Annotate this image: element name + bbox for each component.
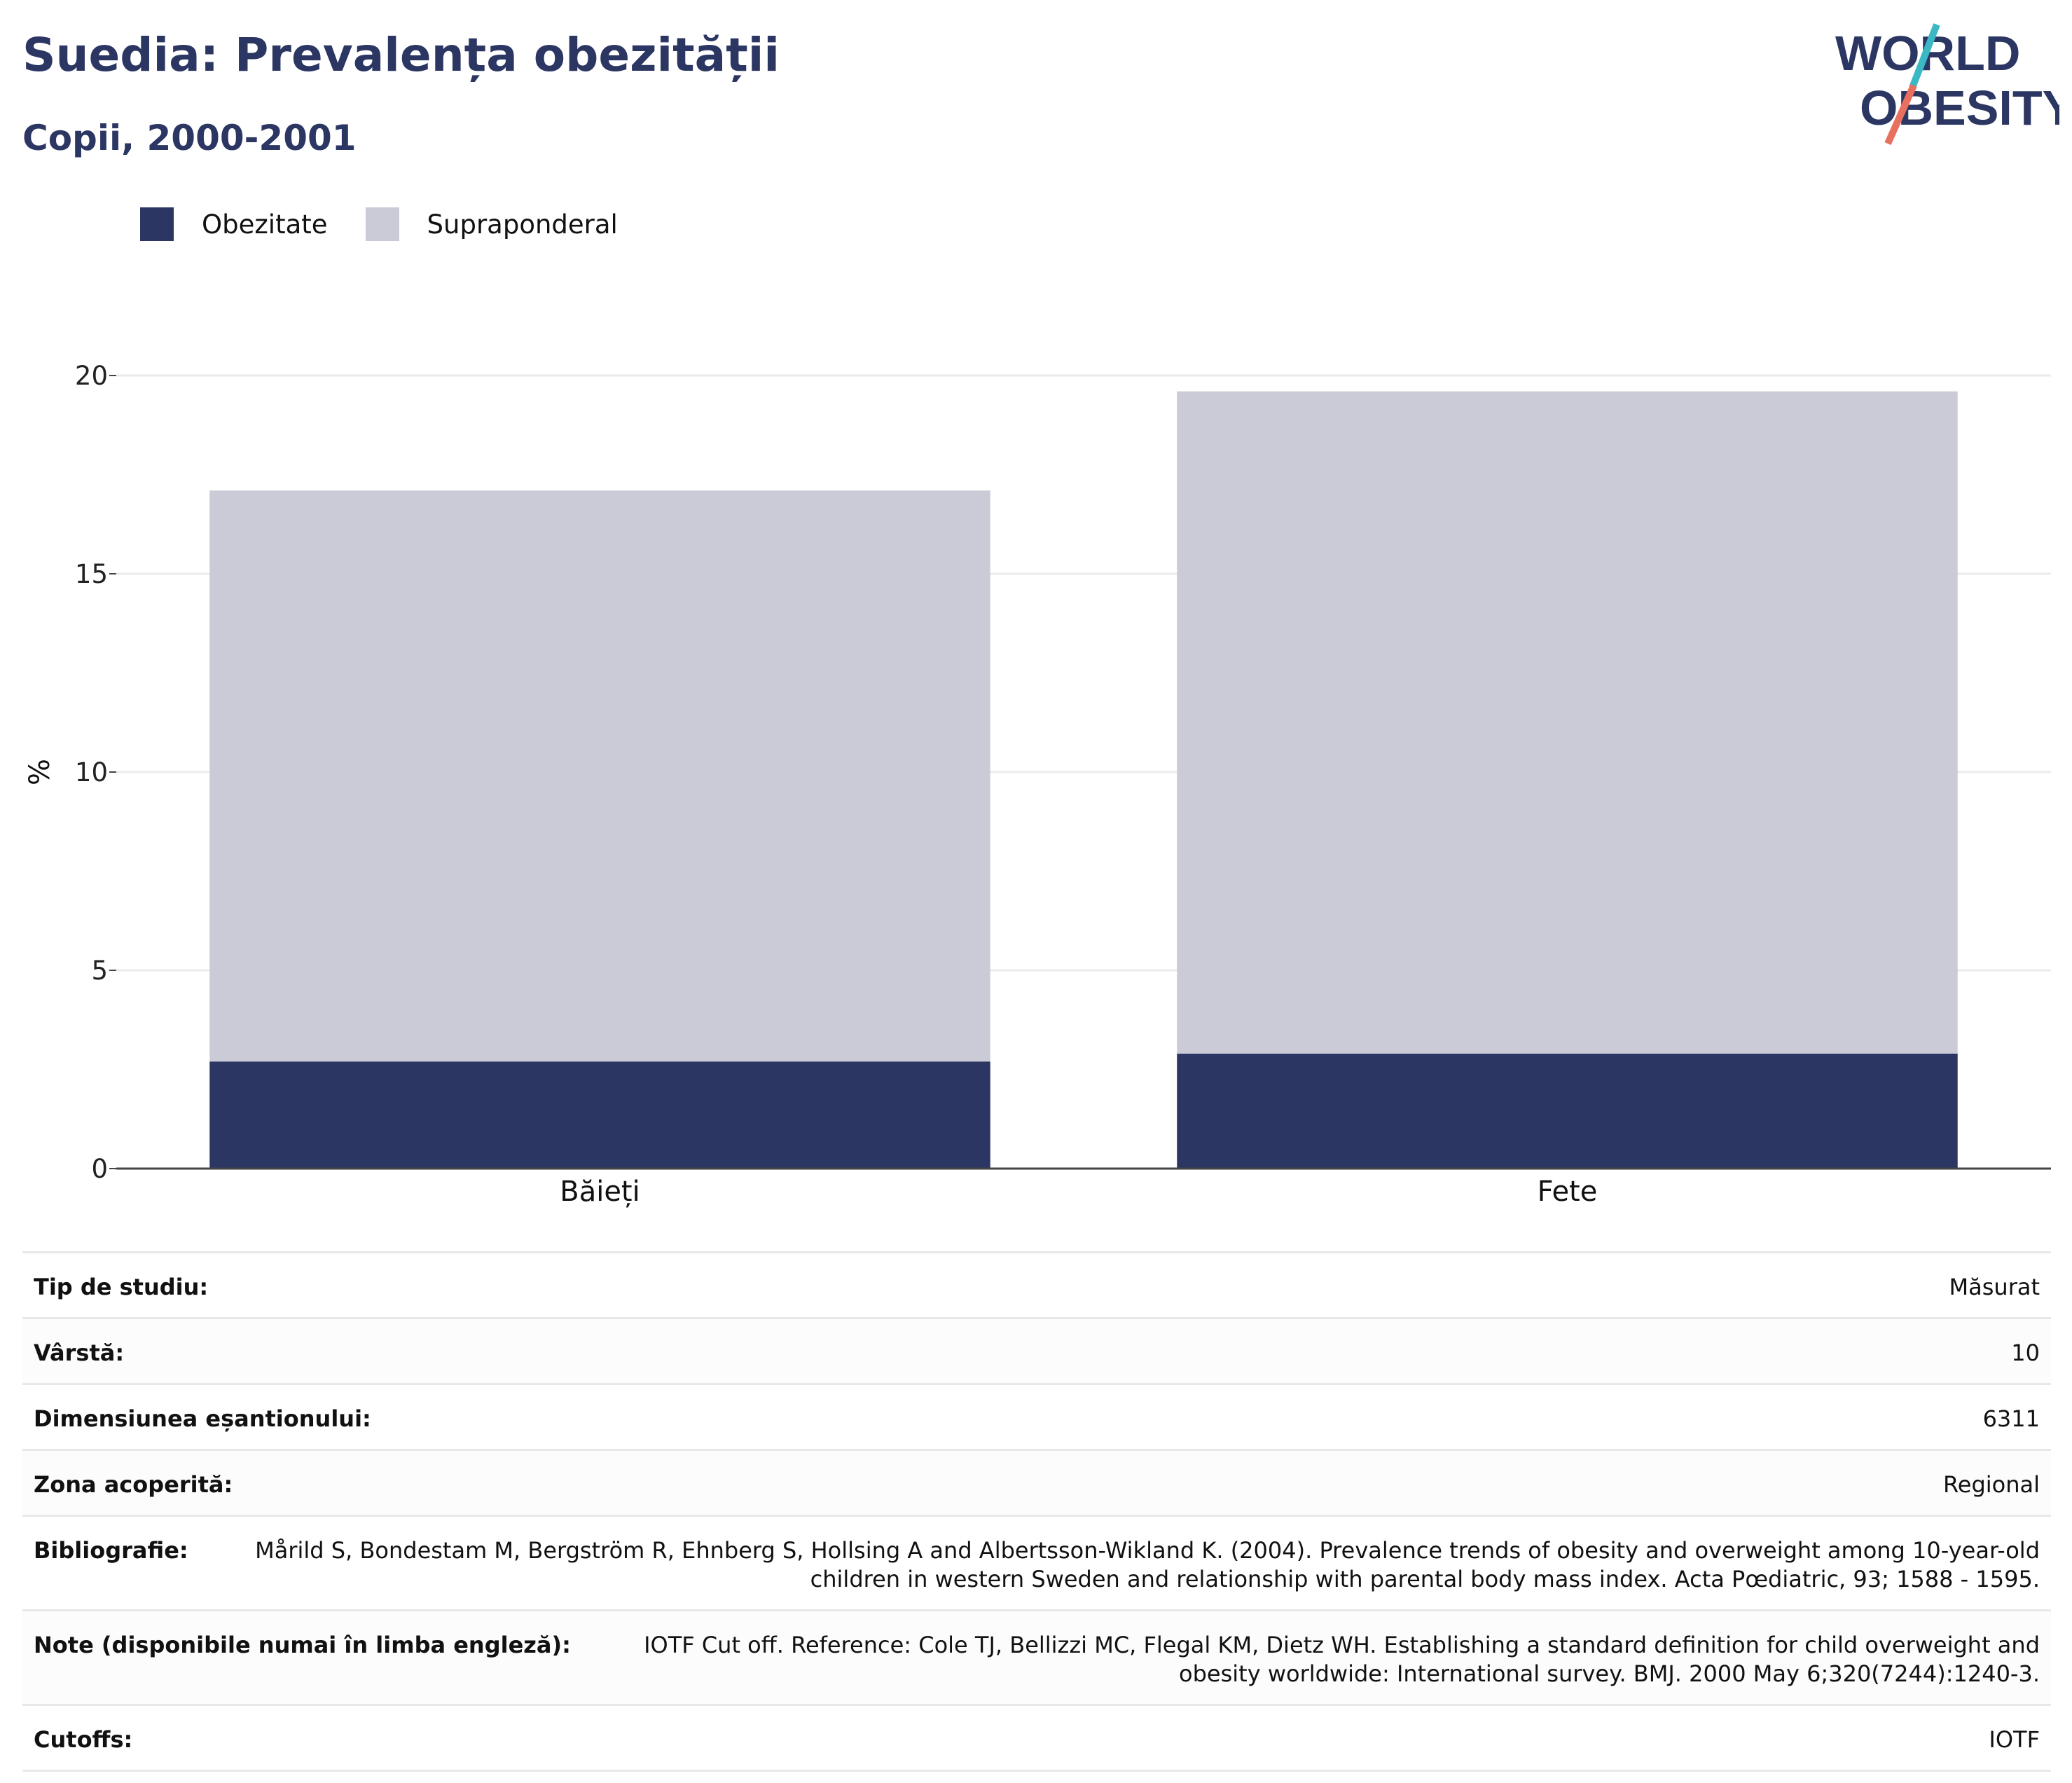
info-value: Măsurat (1949, 1274, 2040, 1300)
info-label: Tip de studiu: (34, 1274, 209, 1300)
info-row: Bibliografie: Mårild S, Bondestam M, Berg… (22, 1517, 2051, 1611)
legend-item-obesity: Obezitate (140, 207, 328, 241)
info-value: IOTF (1989, 1726, 2040, 1753)
info-label: Zona acoperită: (34, 1471, 233, 1498)
y-tick-label-5: 5 (91, 956, 108, 986)
logo-slash-bottom (1884, 83, 1917, 146)
info-row: Tip de studiu: Măsurat (22, 1253, 2051, 1319)
info-value: Mårild S, Bondestam M, Bergström R, Ehnb… (255, 1537, 2040, 1592)
info-value: IOTF Cut off. Reference: Cole TJ, Belliz… (644, 1632, 2040, 1687)
y-axis-label: % (24, 759, 56, 785)
legend-swatch-overweight (365, 207, 399, 241)
study-info-table: Tip de studiu: Măsurat Vârstă: 10 Dimensiune… (22, 1251, 2051, 1772)
info-label: Cutoffs: (34, 1726, 133, 1753)
info-value: 10 (2011, 1340, 2040, 1366)
world-obesity-logo: WORLD OBESITY (1835, 23, 2059, 146)
info-value: Regional (1942, 1471, 2040, 1498)
x-tick-label-0: Băieți (560, 1176, 640, 1208)
page-title: Suedia: Prevalența obezității (22, 28, 780, 82)
info-row: Zona acoperită: Regional (22, 1451, 2051, 1517)
y-tick-label-15: 15 (75, 559, 108, 589)
logo-slash-top (1909, 23, 1940, 89)
y-tick-label-20: 20 (75, 361, 108, 391)
bar-obesity-1 (1177, 1053, 1958, 1169)
bar-overweight-1 (1177, 391, 1958, 1054)
y-tick-label-10: 10 (75, 757, 108, 787)
bar-overweight-0 (209, 490, 990, 1062)
bar-obesity-0 (209, 1061, 990, 1169)
stacked-bar-chart: 0 5 10 15 20% Băieți Fete (24, 361, 2051, 1208)
chart-legend: Obezitate Supraponderal (140, 207, 656, 241)
x-tick-label-1: Fete (1538, 1176, 1598, 1208)
info-row: Note (disponibile numai în limba engleză… (22, 1611, 2051, 1706)
page-subtitle: Copii, 2000-2001 (22, 118, 357, 158)
info-label: Bibliografie: (34, 1537, 188, 1564)
info-row: Vârstă: 10 (22, 1319, 2051, 1385)
legend-item-overweight: Supraponderal (365, 207, 618, 241)
info-row: Cutoffs: IOTF (22, 1706, 2051, 1772)
info-label: Vârstă: (34, 1340, 125, 1366)
info-value: 6311 (1982, 1405, 2040, 1432)
info-row: Dimensiunea eșantionului: 6311 (22, 1385, 2051, 1451)
y-tick-label-0: 0 (91, 1154, 108, 1184)
legend-swatch-obesity (140, 207, 174, 241)
legend-label-overweight: Supraponderal (427, 209, 618, 240)
info-label: Note (disponibile numai în limba engleză… (34, 1632, 571, 1658)
info-label: Dimensiunea eșantionului: (34, 1405, 371, 1432)
legend-label-obesity: Obezitate (202, 209, 328, 240)
